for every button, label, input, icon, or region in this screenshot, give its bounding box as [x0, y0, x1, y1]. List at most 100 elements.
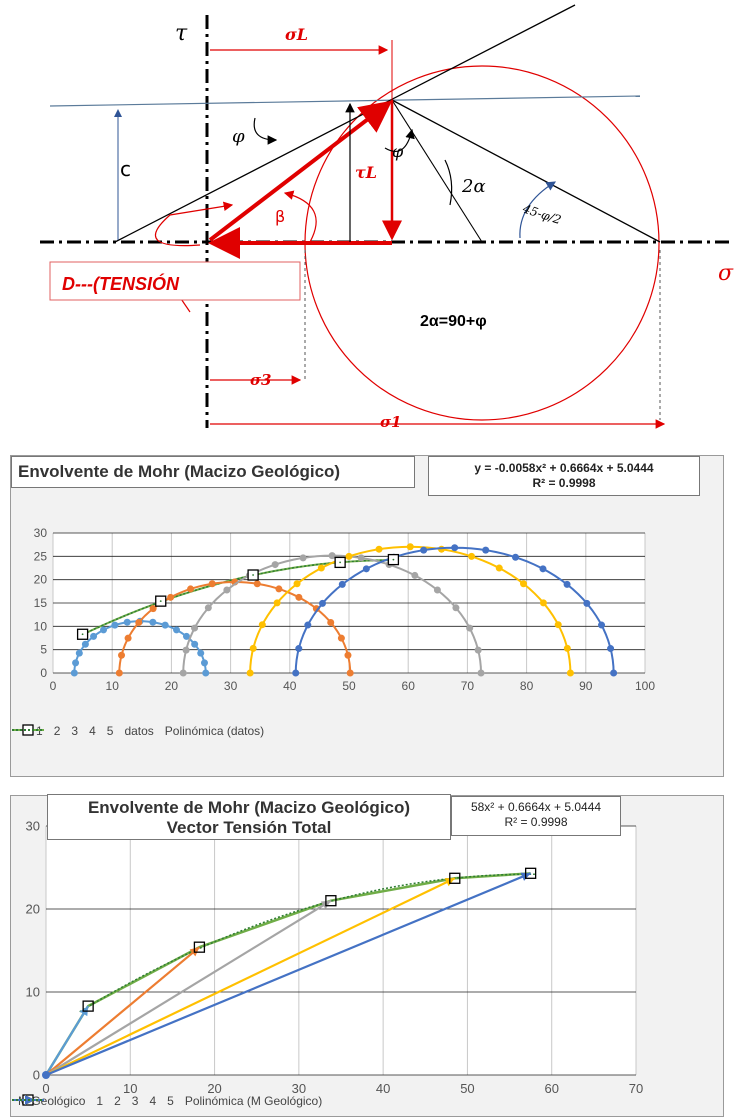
circle-point — [299, 554, 307, 562]
circle-point — [295, 593, 303, 601]
circle-point — [411, 571, 419, 579]
circle-point — [149, 605, 157, 613]
circle-point — [495, 564, 503, 572]
legend-item-5: 5 — [12, 1094, 174, 1108]
circle-point — [271, 561, 279, 569]
failure-envelope — [114, 4, 576, 243]
circle-point — [246, 669, 254, 677]
circle-point — [420, 546, 428, 554]
legend-item-trend-swatch — [12, 1099, 44, 1101]
y-tick-label: 20 — [34, 573, 48, 587]
circle-point — [273, 599, 281, 607]
circle-point — [179, 669, 187, 677]
circle-point — [328, 552, 336, 560]
chart1-title: Envolvente de Mohr (Macizo Geológico) — [11, 456, 415, 488]
datos-center — [339, 561, 342, 564]
circle-point — [338, 580, 346, 588]
circle-point — [81, 640, 89, 648]
envelope-point — [193, 941, 206, 953]
beta-arc — [283, 190, 317, 243]
circle-point — [337, 634, 345, 642]
y-tick-label: 0 — [33, 1067, 40, 1082]
x-tick-label: 60 — [544, 1081, 558, 1096]
chart1-legend: 12345datosPolinómica (datos) — [11, 724, 723, 738]
y-tick-label: 10 — [34, 619, 48, 633]
chart2-subtitle: Vector Tensión Total — [166, 818, 332, 837]
phi-label: φ — [232, 126, 245, 147]
circle-point — [598, 621, 606, 629]
sigma3-label: σ3 — [250, 371, 272, 389]
vector-3 — [45, 899, 332, 1076]
x-tick-label: 0 — [42, 1081, 49, 1096]
circle-point — [202, 669, 210, 677]
chart1-equation-box: y = -0.0058x² + 0.6664x + 5.0444 R² = 0.… — [428, 456, 700, 496]
circle-point — [182, 632, 190, 640]
circle-point — [482, 546, 490, 554]
chart1-r2: R² = 0.9998 — [532, 476, 596, 490]
y-tick-label: 30 — [34, 526, 48, 540]
legend-item-trend-label: Polinómica (M Geológico) — [184, 1094, 323, 1108]
x-tick-label: 20 — [165, 679, 179, 693]
x-tick-label: 30 — [292, 1081, 306, 1096]
circle-point — [433, 586, 441, 594]
circle-point — [173, 626, 181, 634]
origin-point — [42, 1071, 50, 1079]
circle-point — [197, 649, 205, 657]
legend-item-3-label: 3 — [131, 1094, 139, 1108]
x-tick-label: 70 — [629, 1081, 643, 1096]
circle-point — [187, 585, 195, 593]
legend-item-4: 4 — [12, 724, 96, 738]
circle-point — [327, 618, 335, 626]
circle-point — [293, 580, 301, 588]
x-tick-label: 10 — [123, 1081, 137, 1096]
legend-item-3-label: 3 — [71, 724, 79, 738]
angle-label: 45-φ/2 — [520, 201, 563, 227]
failure-plane-line — [391, 99, 661, 243]
circle-point — [583, 599, 591, 607]
circle-point — [319, 599, 327, 607]
circle-point — [167, 593, 175, 601]
mohr-diagram: τ σ σL τL c φ φ β 2α 45-φ/2 2α=90+φ σ3 σ… — [40, 4, 734, 431]
datos-center — [252, 574, 254, 576]
circle-point — [123, 618, 131, 626]
legend-item-1-label: 1 — [96, 1094, 104, 1108]
circle-point — [118, 651, 126, 659]
circle-point — [554, 621, 562, 629]
chart2-title: Envolvente de Mohr (Macizo Geológico) — [87, 798, 411, 817]
legend-item-trend: Polinómica (M Geológico) — [12, 1094, 323, 1108]
circle-point — [317, 564, 325, 572]
legend-item-2: 2 — [12, 724, 61, 738]
legend-item-2-label: 2 — [53, 724, 61, 738]
vector-4 — [45, 877, 456, 1076]
circle-point — [539, 599, 547, 607]
y-tick-label: 20 — [26, 901, 40, 916]
circle-point — [200, 659, 208, 667]
circle-point — [357, 554, 365, 562]
legend-item-2-label: 2 — [114, 1094, 121, 1108]
circle-point — [406, 543, 414, 551]
circle-point — [292, 669, 300, 677]
legend-item-datos-label: datos — [124, 724, 154, 738]
chart2-equation-box: 58x² + 0.6664x + 5.0444 R² = 0.9998 — [451, 796, 621, 836]
circle-point — [124, 634, 132, 642]
beta-label: β — [275, 207, 285, 226]
chart1-panel: 0 10 20 30 40 50 60 70 80 90 100 0 5 10 15 20 25 30 Envol… — [10, 455, 724, 777]
x-tick-label: 0 — [50, 679, 57, 693]
circle-point — [70, 669, 78, 677]
circle-point — [345, 552, 353, 560]
legend-item-4-label: 4 — [89, 724, 96, 738]
legend-item-5-label: 5 — [167, 1094, 174, 1108]
x-tick-label: 70 — [461, 679, 475, 693]
y-tick-label: 25 — [34, 549, 48, 563]
legend-item-4: 4 — [12, 1094, 156, 1108]
circle-point — [451, 544, 459, 552]
circle-point — [563, 644, 571, 652]
circle-point — [512, 553, 520, 561]
vector-1 — [45, 1005, 90, 1076]
circle-point — [204, 604, 212, 612]
sigma-L-label: σL — [285, 25, 308, 44]
circle-point — [607, 645, 615, 653]
sigma-label: σ — [718, 261, 734, 286]
angle-arc — [519, 181, 557, 239]
datos-center — [81, 633, 84, 636]
